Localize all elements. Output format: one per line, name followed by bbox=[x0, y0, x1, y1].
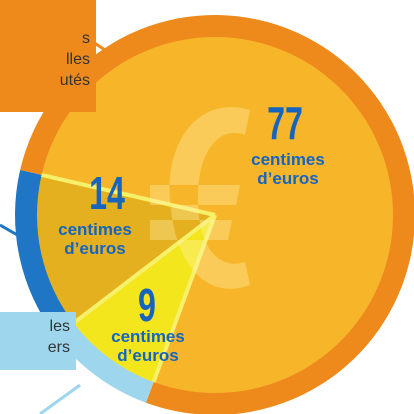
infographic: 77centimes d’euros9centimes d’euros14cen… bbox=[0, 0, 414, 414]
value-label: 9 bbox=[123, 282, 172, 328]
unit-label: centimes d’euros bbox=[100, 327, 196, 365]
annotation-line: utés bbox=[6, 70, 90, 91]
annotation-line: les bbox=[6, 316, 70, 337]
value-label: 14 bbox=[83, 170, 132, 216]
annotation-line: lles bbox=[6, 49, 90, 70]
unit-label: centimes d’euros bbox=[47, 220, 143, 258]
value-label: 77 bbox=[261, 100, 310, 146]
annotation-line: ers bbox=[6, 337, 70, 358]
unit-label: centimes d’euros bbox=[240, 150, 336, 188]
annotation-line: s bbox=[6, 28, 90, 49]
leader-line bbox=[40, 385, 80, 414]
